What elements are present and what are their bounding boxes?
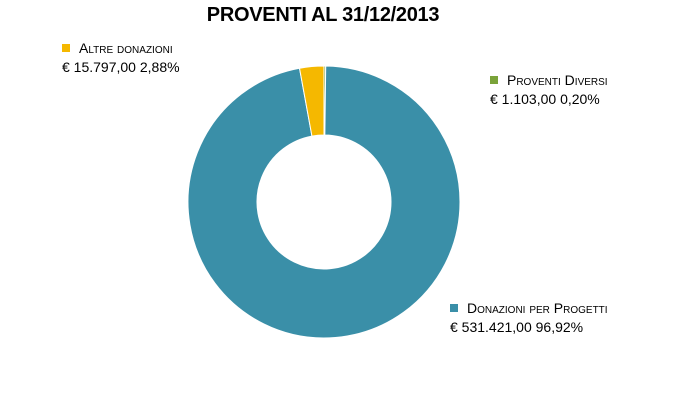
slice-percent: 0,20% [560,91,600,107]
donut-slice-donazioni-per-progetti [187,65,461,339]
label-altre-donazioni: Altre donazioni € 15.797,00 2,88% [62,39,180,77]
legend-swatch-altre-donazioni [62,44,70,52]
label-donazioni-per-progetti: Donazioni per Progetti € 531.421,00 96,9… [450,299,608,337]
slice-percent: 96,92% [535,319,584,335]
slice-name: Proventi Diversi [507,72,608,88]
legend-swatch-donazioni-per-progetti [450,304,458,312]
legend-swatch-proventi-diversi [490,76,498,84]
slice-percent: 2,88% [139,59,180,75]
donut-slice-altre-donazioni [298,65,325,137]
chart-title: PROVENTI AL 31/12/2013 [206,4,440,26]
slice-amount: € 15.797,00 [62,59,136,75]
slice-name: Donazioni per Progetti [467,300,608,316]
label-proventi-diversi: Proventi Diversi € 1.103,00 0,20% [490,71,608,109]
slice-amount: € 1.103,00 [490,91,557,107]
slice-name: Altre donazioni [79,40,173,56]
slice-amount: € 531.421,00 [450,319,532,335]
